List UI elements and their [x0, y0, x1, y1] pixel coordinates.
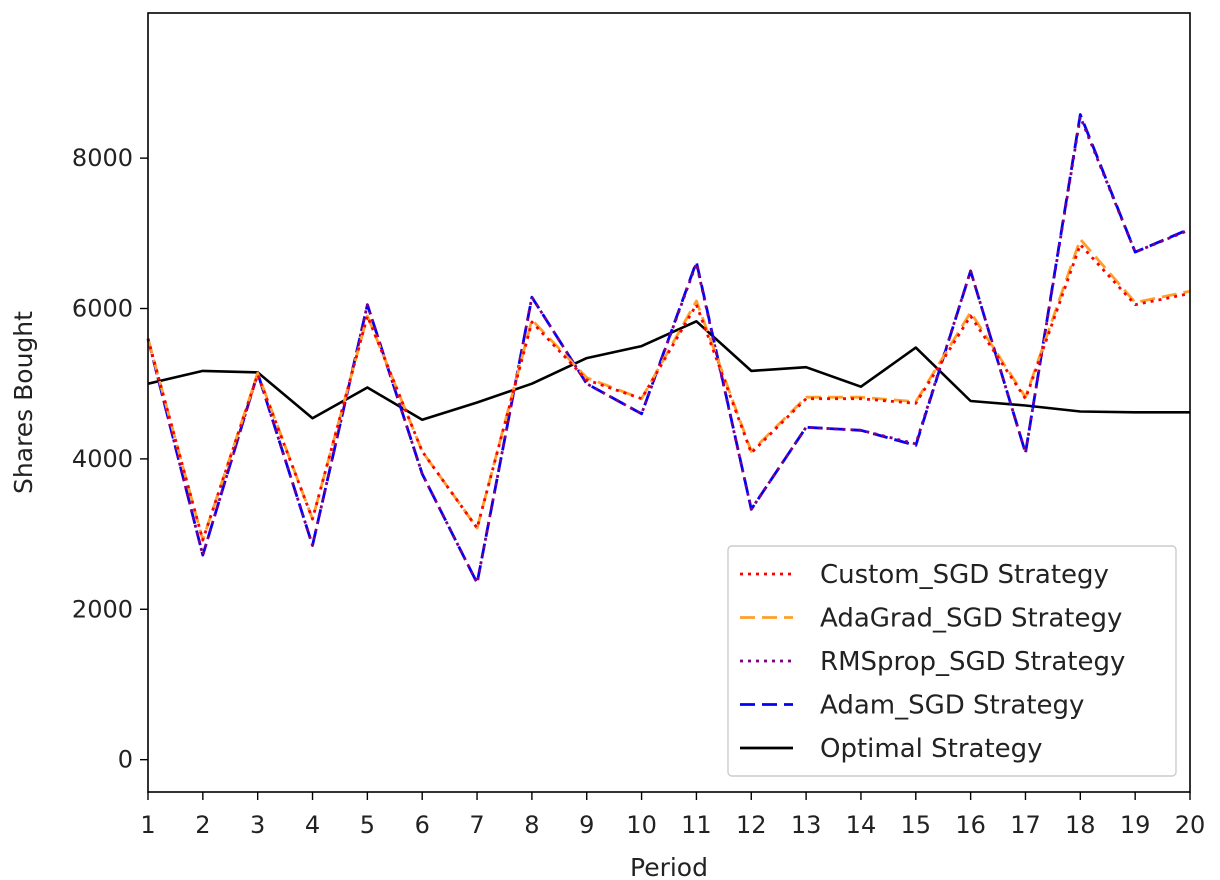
x-tick-label: 20 — [1175, 811, 1206, 839]
y-tick-label: 0 — [118, 746, 133, 774]
y-axis-label: Shares Bought — [9, 311, 38, 494]
x-tick-label: 2 — [195, 811, 210, 839]
x-tick-label: 7 — [469, 811, 484, 839]
y-tick-label: 8000 — [72, 144, 133, 172]
series-line-custom-sgd-strategy — [146, 243, 1191, 542]
y-tick-label: 6000 — [72, 295, 133, 323]
x-tick-label: 4 — [305, 811, 320, 839]
y-axis-ticks: 0 2000 4000 6000 8000 — [72, 144, 148, 774]
x-axis-ticks: 1 2 3 4 5 6 7 8 9 10 11 12 13 14 15 16 17 18 19 20 — [140, 792, 1205, 839]
legend-label: AdaGrad_SGD Strategy — [820, 604, 1122, 634]
x-tick-label: 19 — [1120, 811, 1151, 839]
x-tick-label: 13 — [791, 811, 822, 839]
x-tick-label: 12 — [736, 811, 767, 839]
legend-label: Adam_SGD Strategy — [820, 691, 1084, 721]
plot-lines — [146, 113, 1191, 585]
x-tick-label: 17 — [1010, 811, 1041, 839]
x-tick-label: 10 — [626, 811, 657, 839]
x-tick-label: 5 — [360, 811, 375, 839]
series-line-adam-sgd-strategy — [146, 113, 1191, 585]
x-tick-label: 16 — [955, 811, 986, 839]
x-tick-label: 15 — [901, 811, 932, 839]
x-tick-label: 9 — [579, 811, 594, 839]
x-tick-label: 11 — [681, 811, 712, 839]
x-tick-label: 6 — [415, 811, 430, 839]
x-tick-label: 14 — [846, 811, 877, 839]
legend-label: Custom_SGD Strategy — [820, 560, 1109, 590]
legend-box — [727, 545, 1177, 777]
plot-frame — [147, 12, 1191, 793]
x-tick-label: 8 — [524, 811, 539, 839]
legend-label: RMSprop_SGD Strategy — [820, 647, 1125, 677]
legend-label: Optimal Strategy — [820, 734, 1043, 764]
y-tick-label: 2000 — [72, 595, 133, 623]
x-tick-label: 3 — [250, 811, 265, 839]
x-tick-label: 1 — [140, 811, 155, 839]
legend: Custom_SGD Strategy AdaGrad_SGD Strategy R… — [727, 545, 1177, 777]
series-line-optimal-strategy — [147, 319, 1190, 422]
x-tick-label: 18 — [1065, 811, 1096, 839]
y-tick-label: 4000 — [72, 445, 133, 473]
x-axis-label: Period — [630, 853, 708, 880]
